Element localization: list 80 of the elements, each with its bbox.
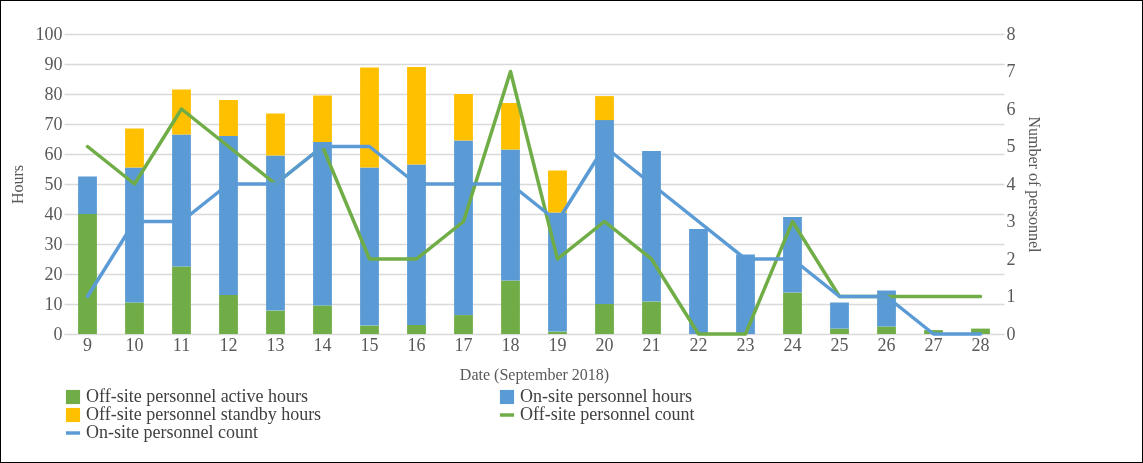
x-tick-label: 18 — [501, 334, 520, 355]
x-tick-label: 15 — [360, 334, 379, 355]
bar — [266, 310, 285, 334]
x-tick-label: 28 — [971, 334, 990, 355]
bar — [313, 95, 332, 142]
bar — [642, 301, 661, 334]
bar — [125, 167, 144, 303]
bar — [501, 280, 520, 334]
y-tick-label: 80 — [44, 83, 63, 104]
y2-tick-label: 7 — [1006, 61, 1016, 81]
y-tick-label: 40 — [44, 203, 63, 224]
bar — [313, 305, 332, 334]
bar — [407, 164, 426, 325]
y2-tick-label: 5 — [1006, 136, 1016, 156]
x-tick-label: 9 — [83, 334, 92, 355]
y2-tick-label: 6 — [1006, 98, 1016, 119]
bar — [407, 67, 426, 165]
y-tick-label: 70 — [44, 113, 63, 134]
bar — [360, 325, 379, 334]
y-tick-label: 30 — [44, 233, 63, 254]
y-tick-label: 20 — [44, 263, 63, 284]
y2-tick-label: 4 — [1006, 173, 1016, 194]
bar — [783, 292, 802, 334]
y-tick-label: 50 — [44, 173, 63, 194]
x-tick-label: 19 — [548, 334, 567, 355]
bar — [548, 170, 567, 213]
x-tick-label: 10 — [125, 334, 144, 355]
bar — [548, 212, 567, 332]
bar — [125, 302, 144, 334]
bar — [125, 128, 144, 168]
y-tick-label: 10 — [44, 293, 63, 314]
legend-label: On-site personnel hours — [520, 386, 692, 406]
bar — [595, 304, 614, 334]
bar — [266, 155, 285, 311]
y2-tick-label: 2 — [1006, 248, 1016, 269]
bar — [595, 96, 614, 121]
bar — [219, 100, 238, 136]
y2-tick-label: 0 — [1006, 323, 1016, 344]
x-tick-label: 25 — [830, 334, 849, 355]
bar — [78, 176, 97, 214]
y2-tick-label: 1 — [1006, 286, 1016, 306]
x-tick-label: 22 — [689, 334, 708, 355]
bar — [266, 113, 285, 156]
bar — [642, 151, 661, 302]
bar — [501, 103, 520, 150]
bar — [830, 302, 849, 329]
y-axis-title: Hours — [8, 164, 26, 205]
y-tick-label: 90 — [44, 53, 63, 74]
bar — [454, 315, 473, 334]
x-tick-label: 11 — [172, 334, 191, 355]
y-tick-label: 100 — [35, 23, 63, 44]
x-tick-label: 27 — [924, 334, 943, 355]
x-tick-label: 21 — [642, 334, 661, 355]
x-tick-label: 12 — [219, 334, 238, 355]
x-tick-label: 17 — [454, 334, 473, 355]
y2-tick-label: 3 — [1006, 211, 1016, 231]
bar — [501, 149, 520, 281]
bar — [454, 94, 473, 141]
line-series — [85, 69, 983, 336]
x-tick-label: 20 — [595, 334, 614, 355]
x-tick-label: 26 — [877, 334, 896, 355]
bar — [360, 67, 379, 168]
x-tick-label: 16 — [407, 334, 426, 355]
bar — [172, 266, 191, 334]
bar — [219, 295, 238, 334]
y-tick-label: 0 — [53, 323, 63, 344]
bar — [877, 326, 896, 334]
y-tick-label: 60 — [44, 143, 63, 164]
bar — [830, 328, 849, 334]
x-tick-label: 23 — [736, 334, 755, 355]
x-tick-label: 24 — [783, 334, 802, 355]
bar — [78, 214, 97, 334]
x-tick-label: 14 — [313, 334, 332, 355]
y2-tick-label: 8 — [1006, 23, 1016, 44]
y2-axis-title: Number of personnel — [1024, 116, 1043, 254]
bar — [407, 325, 426, 334]
x-tick-label: 13 — [266, 334, 285, 355]
legend-label: Off-site personnel active hours — [86, 386, 309, 406]
bar — [360, 167, 379, 326]
x-axis-title: Date (September 2018) — [459, 365, 610, 384]
